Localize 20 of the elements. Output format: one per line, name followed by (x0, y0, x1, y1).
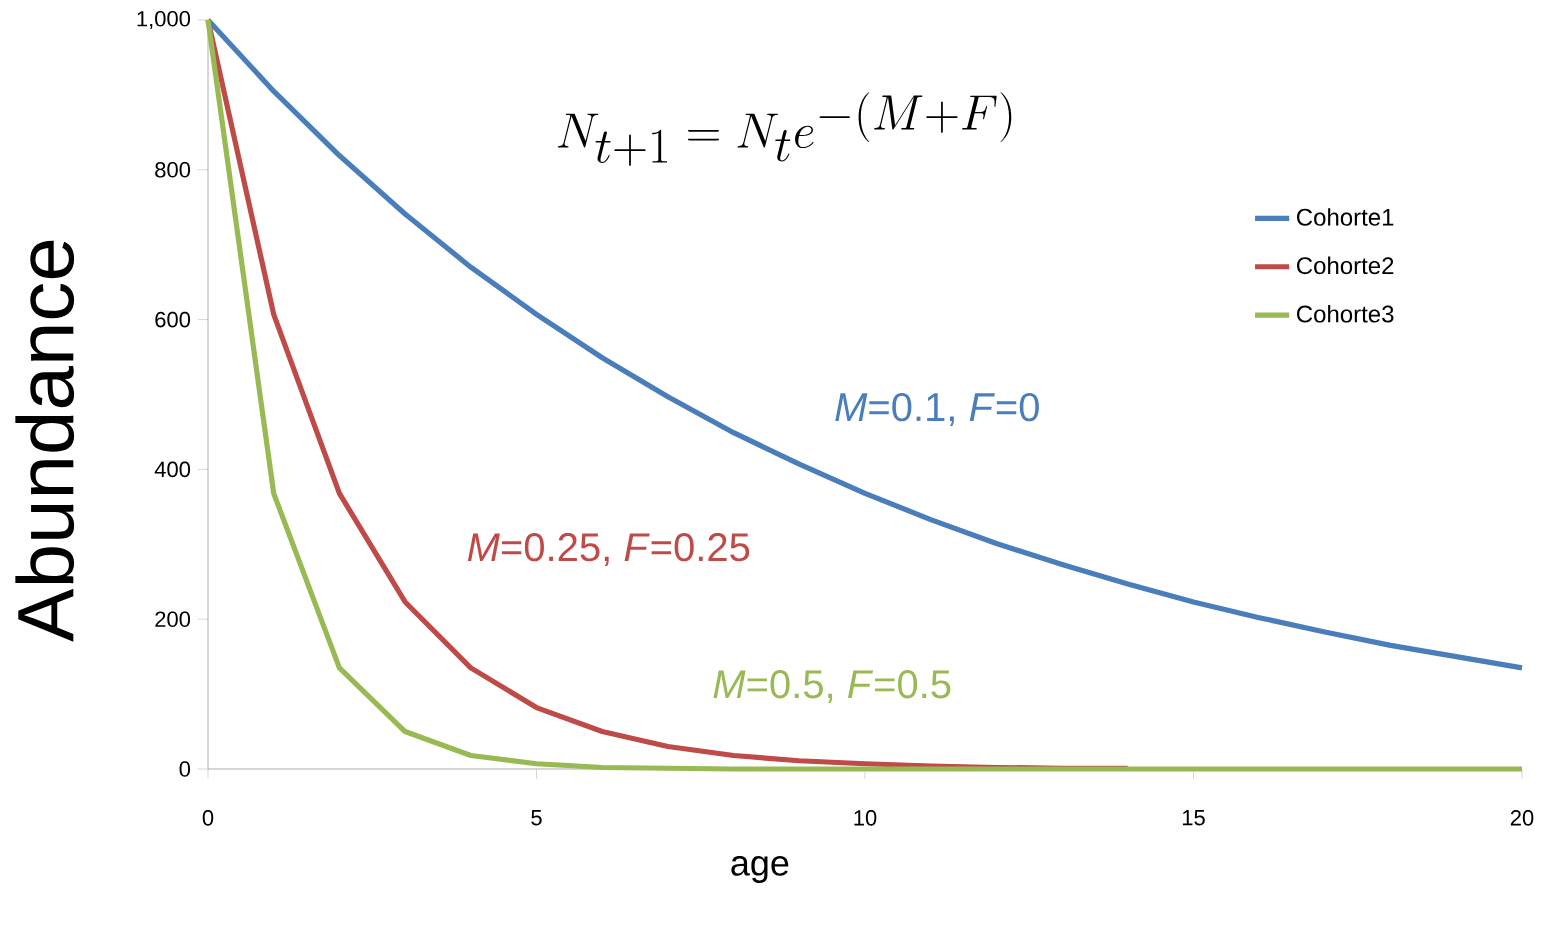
x-tick-label: 0 (202, 810, 214, 826)
legend-label: Cohorte3 (1297, 304, 1394, 323)
text: $N_{t+1} = N_t e^{-(M+F)}$ (557, 92, 1012, 166)
x-tick-label: 20 (1510, 810, 1534, 826)
x-axis-title: age (731, 856, 789, 883)
x-tick-label: 5 (531, 810, 542, 826)
y-tick-label: 0 (179, 761, 191, 777)
y-tick-label: 600 (155, 311, 191, 328)
x-tick-label: 10 (854, 810, 877, 826)
y-tick-label: 1,000 (137, 10, 191, 30)
annotation: M=0.1, F=0 (835, 392, 1039, 426)
annotation: M=0.25, F=0.25 (467, 533, 750, 567)
legend-label: Cohorte1 (1297, 208, 1394, 226)
y-axis-title: Abundance (15, 240, 75, 642)
x-tick-label: 15 (1182, 810, 1205, 826)
legend-label: Cohorte2 (1297, 256, 1394, 275)
annotation: M=0.5, F=0.5 (713, 670, 951, 704)
y-tick-label: 400 (154, 461, 191, 478)
y-tick-label: 200 (155, 611, 191, 627)
y-tick-label: 800 (155, 162, 191, 178)
